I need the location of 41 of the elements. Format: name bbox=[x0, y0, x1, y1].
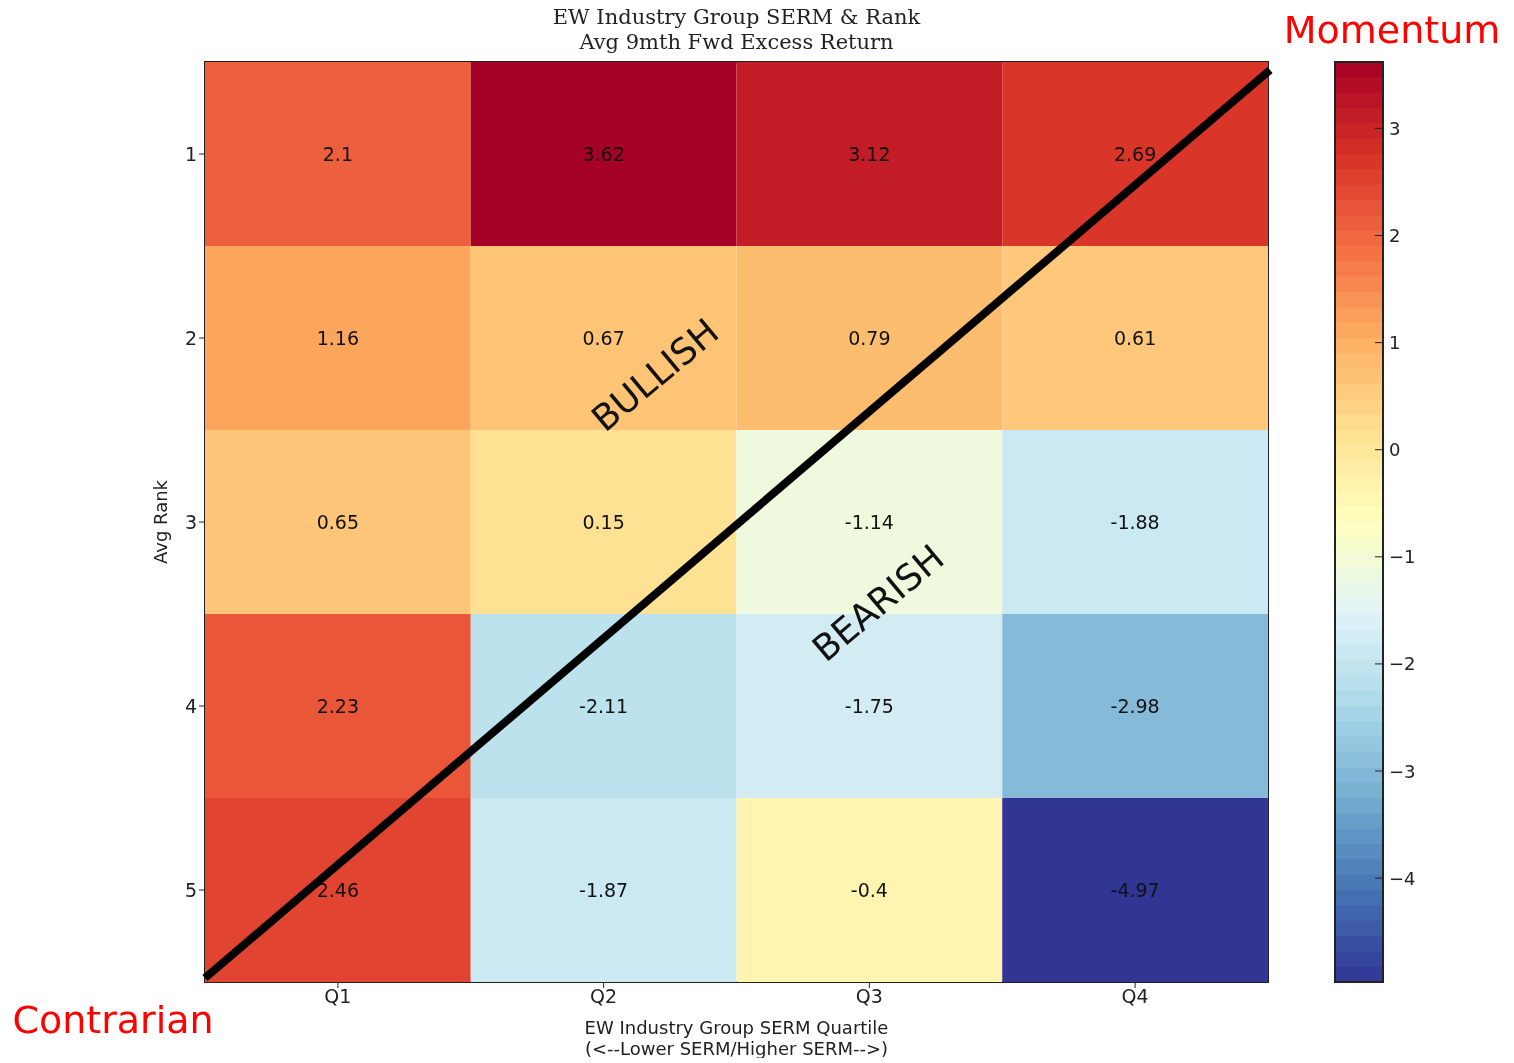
color-bar-label: 0 bbox=[1389, 439, 1401, 461]
text: Momentum bbox=[1283, 8, 1501, 52]
data-label: -0.4 bbox=[850, 879, 888, 901]
data-label: 0.15 bbox=[582, 511, 625, 533]
data-label: -1.75 bbox=[844, 695, 894, 717]
data-label: 0.61 bbox=[1113, 327, 1157, 349]
y-tick-label: 3 bbox=[184, 510, 197, 533]
data-label: -1.87 bbox=[579, 879, 629, 901]
data-label: 1.16 bbox=[316, 327, 360, 349]
data-label: 2.69 bbox=[1113, 143, 1157, 165]
color-bar-label: −2 bbox=[1389, 653, 1416, 675]
x-axis-title: EW Industry Group SERM Quartile (<--Lower SERM/Higher SERM-->) bbox=[584, 1017, 889, 1059]
color-bar-label: 1 bbox=[1389, 332, 1401, 354]
x-tick-label: Q4 bbox=[1121, 985, 1149, 1008]
color-bar-label: −3 bbox=[1389, 760, 1416, 782]
color-bar-label: 2 bbox=[1389, 225, 1401, 246]
data-label: -2.98 bbox=[1110, 695, 1160, 717]
color-bar-label: −1 bbox=[1389, 546, 1416, 568]
data-label: -1.88 bbox=[1110, 511, 1160, 533]
data-label: 0.65 bbox=[316, 511, 360, 533]
text: Contrarian bbox=[12, 998, 214, 1042]
data-label: -1.14 bbox=[844, 511, 894, 533]
data-label: 3.12 bbox=[848, 143, 891, 165]
data-label: -2.11 bbox=[579, 695, 629, 717]
data-label: -4.97 bbox=[1110, 879, 1160, 901]
data-label: 2.1 bbox=[322, 143, 353, 165]
x-tick-label: Q3 bbox=[855, 985, 883, 1008]
y-axis-title: Avg Rank bbox=[150, 479, 171, 565]
data-label: 0.79 bbox=[848, 327, 891, 349]
y-tick-label: 1 bbox=[184, 142, 197, 165]
y-tick-label: 4 bbox=[184, 694, 197, 717]
color-bar-label: 3 bbox=[1389, 117, 1401, 139]
x-tick-label: Q1 bbox=[324, 985, 352, 1008]
chart-title: EW Industry Group SERM & Rank Avg 9mth Fwd Excess Return bbox=[552, 5, 921, 54]
x-tick-label: Q2 bbox=[590, 985, 618, 1008]
y-tick-label: 5 bbox=[184, 878, 197, 901]
y-tick-label: 2 bbox=[184, 326, 197, 349]
data-label: 3.62 bbox=[582, 143, 625, 165]
data-label: 2.23 bbox=[316, 695, 360, 717]
color-bar-label: −4 bbox=[1389, 867, 1416, 889]
data-label: 2.46 bbox=[316, 879, 360, 901]
